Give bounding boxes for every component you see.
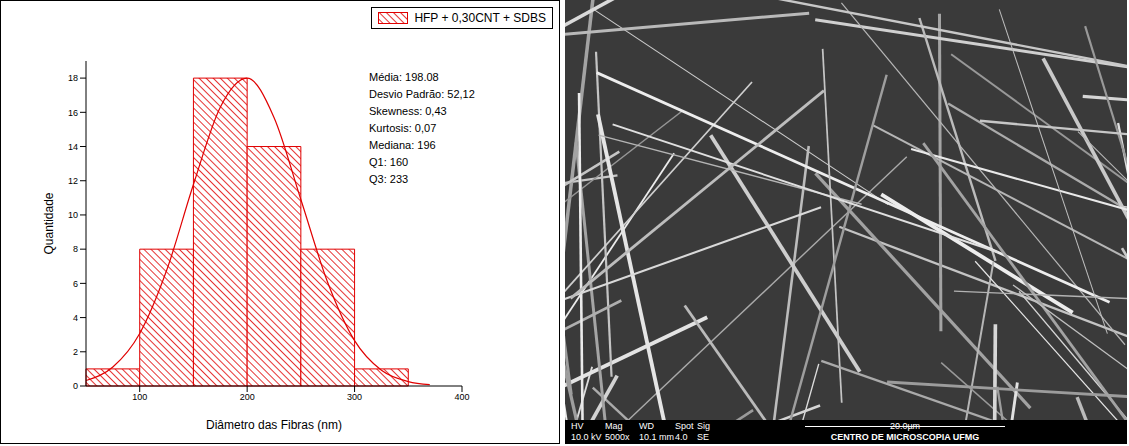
svg-text:6: 6 — [73, 279, 78, 289]
html-text:Média: 198.08: Média: 198.08 — [369, 71, 439, 83]
html-text:Q3: 233: Q3: 233 — [369, 173, 409, 185]
html-text:Mediana: 196: Mediana: 196 — [369, 139, 436, 151]
svg-text:100: 100 — [132, 392, 147, 402]
svg-text:300: 300 — [347, 392, 362, 402]
svg-text:8: 8 — [73, 244, 78, 254]
html-text:HFP + 0,30CNT + SDBS: HFP + 0,30CNT + SDBS — [414, 11, 546, 25]
html-text:WD: WD — [639, 421, 654, 431]
html-text:Kurtosis: 0,07: Kurtosis: 0,07 — [369, 122, 437, 134]
html-text:Spot Sig: Spot Sig — [675, 421, 710, 431]
svg-text:12: 12 — [68, 176, 78, 186]
svg-text:10: 10 — [68, 210, 78, 220]
svg-text:18: 18 — [68, 73, 78, 83]
html-text:10.1 mm 4.0: 10.1 mm 4.0 — [639, 432, 688, 442]
html-text:Q1: 160: Q1: 160 — [369, 156, 409, 168]
svg-text:200: 200 — [240, 392, 255, 402]
html-text:SE: SE — [697, 432, 709, 442]
html-text:HV: HV — [571, 421, 584, 431]
svg-text:4: 4 — [73, 313, 78, 323]
svg-text:2: 2 — [73, 347, 78, 357]
html-text:Mag: Mag — [605, 421, 623, 431]
svg-text:0: 0 — [73, 381, 78, 391]
html-text:Skewness: 0,43: Skewness: 0,43 — [369, 105, 447, 117]
svg-text:Quantidade: Quantidade — [42, 192, 56, 254]
svg-text:16: 16 — [68, 108, 78, 118]
svg-text:14: 14 — [68, 142, 78, 152]
html-text:Desvio Padrão: 52,12: Desvio Padrão: 52,12 — [369, 88, 475, 100]
svg-text:400: 400 — [454, 392, 469, 402]
svg-text:Diâmetro das Fibras (nm): Diâmetro das Fibras (nm) — [206, 418, 342, 432]
html-text:CENTRO DE MICROSCOPIA UFMG: CENTRO DE MICROSCOPIA UFMG — [830, 432, 980, 442]
html-text:20.0µm: 20.0µm — [889, 421, 921, 431]
html-text:10.0 kV 5000x: 10.0 kV 5000x — [571, 432, 630, 442]
